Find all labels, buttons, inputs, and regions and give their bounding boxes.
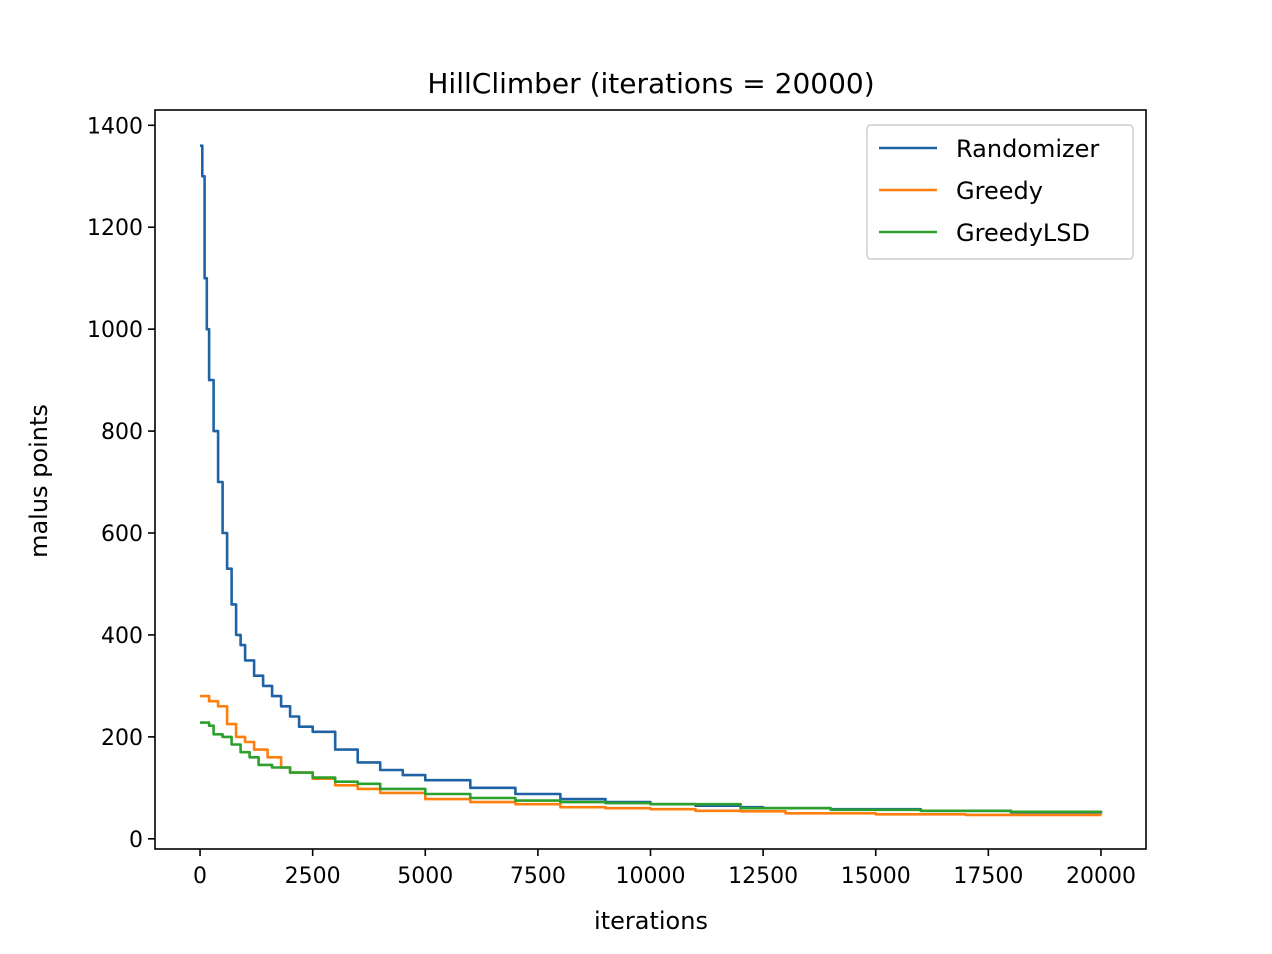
plot-area	[200, 144, 1103, 817]
series-line-greedylsd	[200, 721, 1103, 814]
y-tick-label: 400	[101, 624, 143, 649]
x-tick-label: 17500	[953, 864, 1023, 889]
series-line-randomizer	[200, 144, 1103, 814]
x-axis-label: iterations	[594, 907, 708, 935]
x-tick-label: 0	[193, 864, 207, 889]
y-axis-label: malus points	[25, 404, 53, 558]
y-tick-label: 800	[101, 420, 143, 445]
y-tick-label: 1400	[87, 114, 143, 139]
x-axis: 0 2500 5000 7500 10000 12500 15000 17500 20000	[193, 849, 1136, 889]
y-tick-label: 1000	[87, 318, 143, 343]
y-tick-label: 600	[101, 522, 143, 547]
legend-label-greedy: Greedy	[956, 177, 1043, 205]
y-axis: 0 200 400 600 800 1000 1200 1400	[87, 114, 155, 853]
y-tick-label: 200	[101, 726, 143, 751]
legend-label-greedylsd: GreedyLSD	[956, 219, 1090, 247]
x-tick-label: 2500	[285, 864, 341, 889]
x-tick-label: 12500	[728, 864, 798, 889]
x-tick-label: 10000	[616, 864, 686, 889]
legend-box	[866, 124, 1134, 260]
legend-label-randomizer: Randomizer	[956, 135, 1099, 163]
y-tick-label: 1200	[87, 216, 143, 241]
legend: Randomizer Greedy GreedyLSD	[866, 124, 1134, 260]
y-tick-label: 0	[129, 828, 143, 853]
chart-title: HillClimber (iterations = 20000)	[427, 67, 874, 100]
x-tick-label: 20000	[1066, 864, 1136, 889]
x-tick-label: 5000	[397, 864, 453, 889]
x-tick-label: 7500	[510, 864, 566, 889]
x-tick-label: 15000	[841, 864, 911, 889]
